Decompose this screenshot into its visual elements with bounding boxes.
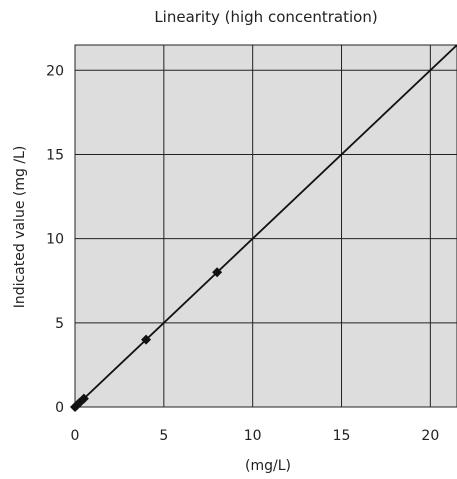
y-tick-label: 10: [46, 232, 64, 248]
chart-title: Linearity (high concentration): [154, 8, 377, 26]
grid-lines: [75, 45, 457, 407]
y-tick-label: 5: [55, 316, 64, 332]
x-tick-label: 5: [159, 428, 168, 444]
x-tick-labels: 0 5 10 15 20: [71, 428, 440, 444]
fit-line: [74, 44, 457, 408]
x-tick-label: 20: [421, 428, 439, 444]
fit-line-group: [74, 44, 457, 408]
x-tick-label: 0: [71, 428, 80, 444]
data-point: [78, 393, 89, 404]
data-point: [141, 334, 152, 345]
y-tick-labels: 0 5 10 15 20: [46, 63, 64, 416]
y-tick-label: 15: [46, 147, 64, 163]
x-tick-label: 15: [333, 428, 351, 444]
x-axis-label: (mg/L): [245, 458, 291, 474]
x-tick-label: 10: [244, 428, 262, 444]
data-point: [212, 267, 223, 278]
y-axis-label: Indicated value (mg /L): [12, 146, 28, 309]
data-markers: [70, 267, 223, 412]
y-tick-label: 20: [46, 63, 64, 79]
y-tick-label: 0: [55, 400, 64, 416]
